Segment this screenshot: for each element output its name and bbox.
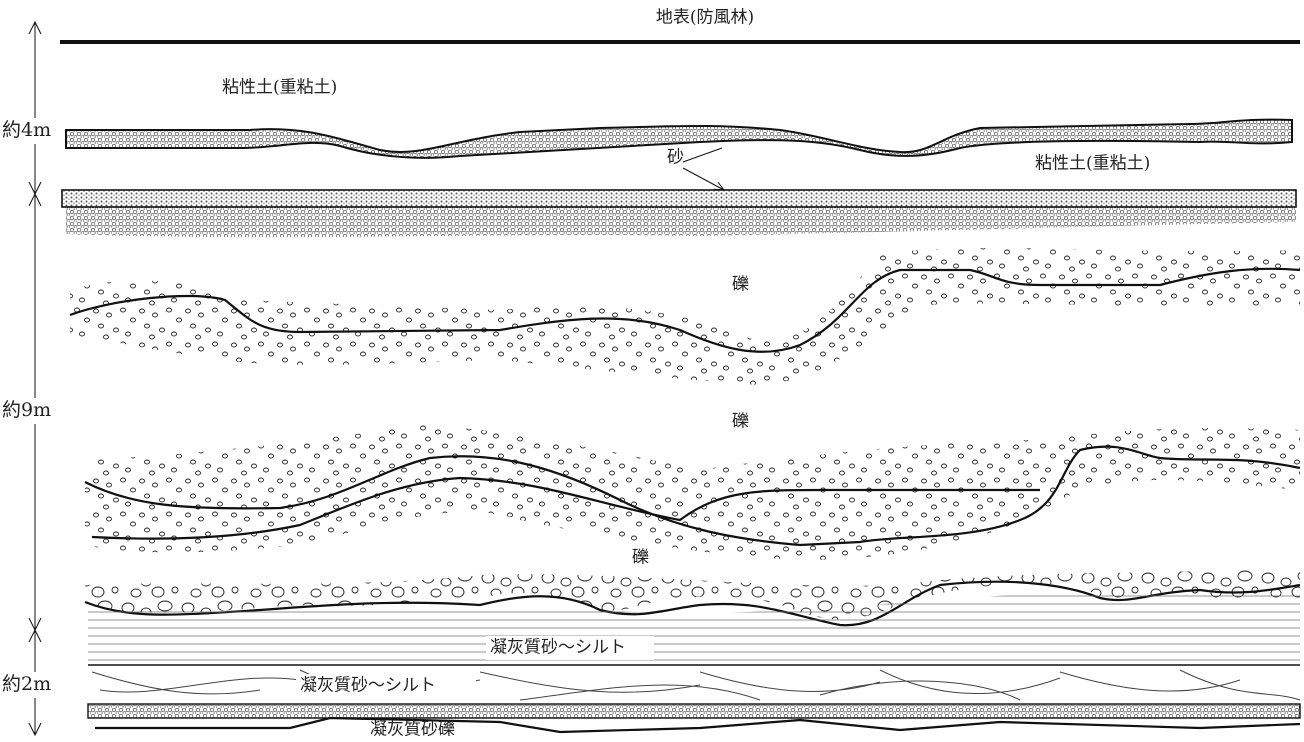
geologic-section: 地表(防風林) 約4m 約9m 約2m 粘性土(重粘土) 粘性土(重粘土) 砂 … [0, 0, 1304, 742]
layer-label: 砂 [667, 148, 684, 168]
layer-label: 礫 [632, 548, 649, 568]
tuff-gravel-bed [88, 704, 1300, 718]
layer-label: 凝灰質砂～シルト [300, 676, 436, 696]
layer-label: 礫 [732, 412, 749, 432]
layer-label: 粘性土(重粘土) [1035, 154, 1150, 174]
cross-bedding [92, 670, 1300, 700]
depth-label: 約9m [2, 399, 51, 421]
pointer-arrow [683, 148, 724, 190]
layer-label: 凝灰質砂～シルト [490, 638, 626, 658]
sand-fringe [66, 207, 1296, 237]
depth-label: 約2m [2, 673, 51, 695]
layer-label: 凝灰質砂礫 [370, 720, 455, 740]
gravel-bed [70, 248, 1300, 385]
gravel-bed [85, 425, 1300, 560]
bed-boundary [95, 718, 1300, 732]
depth-label: 約4m [2, 119, 51, 141]
sand-bed [62, 190, 1296, 207]
layer-label: 粘性土(重粘土) [222, 78, 337, 98]
surface-label: 地表(防風林) [656, 8, 754, 28]
layer-label: 礫 [732, 275, 749, 295]
